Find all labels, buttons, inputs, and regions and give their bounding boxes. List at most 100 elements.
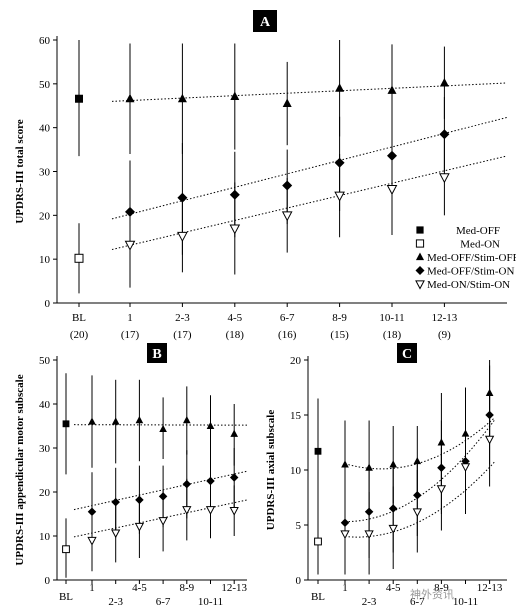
y-tick-label: 10: [290, 465, 302, 477]
triangle-down-open-marker: [229, 224, 241, 235]
square-marker: [416, 226, 424, 234]
x-tick-label: 2-3: [108, 596, 123, 608]
diamond-marker: [229, 189, 240, 200]
x-tick-n-label: (17): [121, 329, 140, 341]
y-tick-label: 40: [39, 123, 51, 135]
triangle-down-open-marker: [484, 435, 495, 445]
triangle-up-marker: [387, 85, 397, 94]
triangle-up-marker: [437, 438, 446, 446]
diamond-marker: [125, 206, 135, 217]
y-tick-label: 0: [45, 298, 51, 310]
diamond-marker: [415, 266, 425, 275]
chart-panel-c: C 0 5 10 15 20 UPDRS-III axial subscale BL 1 2-3 4…: [265, 343, 507, 608]
triangle-down-open-marker: [229, 507, 239, 516]
x-tick-label: 4-5: [132, 582, 147, 594]
x-tick-n-label: (15): [330, 329, 349, 341]
square-marker: [62, 420, 70, 428]
x-tick-label: 10-11: [379, 312, 404, 324]
x-tick-label: 12-13: [477, 582, 503, 594]
diamond-marker: [229, 473, 239, 482]
triangle-up-marker: [413, 456, 422, 465]
x-tick-label: 8-9: [179, 582, 194, 594]
x-tick-label: 2-3: [175, 312, 190, 324]
y-tick-label: 50: [39, 79, 51, 91]
triangle-up-marker: [159, 424, 167, 433]
diamond-marker: [340, 518, 350, 528]
y-tick-label: 40: [39, 399, 51, 411]
x-tick-label: 4-5: [386, 582, 401, 594]
triangle-up-marker: [230, 429, 239, 437]
y-tick-label: 20: [39, 210, 51, 222]
y-tick-label: 5: [296, 520, 302, 532]
diamond-marker: [87, 507, 97, 517]
y-tick-label: 30: [39, 443, 51, 455]
triangle-up-marker: [230, 91, 240, 101]
x-tick-label: 4-5: [227, 312, 242, 324]
panel-label-box: [253, 10, 277, 32]
diamond-marker: [388, 504, 398, 513]
x-tick-label: 12-13: [221, 582, 247, 594]
y-tick-label: 50: [39, 355, 51, 367]
chart-panel-a: A 0 10 20 30 40 50 60 UPDRS-III total score BL (20…: [14, 10, 516, 341]
x-tick-label: 10-11: [453, 596, 478, 608]
triangle-down-open-marker: [436, 485, 447, 495]
y-tick-label: 10: [39, 254, 51, 266]
diamond-marker: [282, 180, 293, 191]
diamond-marker: [437, 463, 446, 473]
diamond-marker: [135, 495, 144, 505]
triangle-down-open-marker: [439, 173, 450, 184]
square-marker: [75, 94, 83, 103]
triangle-up-marker: [111, 417, 120, 425]
y-axis-title: UPDRS-III appendicular motor subscale: [14, 374, 26, 565]
triangle-down-open-marker: [205, 506, 216, 515]
triangle-down-open-marker: [340, 530, 350, 540]
trend-curve: [344, 417, 495, 470]
triangle-down-open-marker: [388, 524, 398, 534]
diamond-marker: [439, 129, 450, 140]
triangle-down-open-marker: [177, 231, 188, 243]
y-tick-label: 15: [290, 410, 302, 422]
triangle-up-marker: [177, 93, 187, 103]
triangle-down-open-marker: [386, 185, 398, 196]
triangle-down-open-marker: [412, 508, 422, 518]
y-tick-label: 10: [39, 531, 51, 543]
diamond-marker: [413, 491, 422, 500]
legend-label: Med-OFF/Stim-OFF: [427, 252, 516, 264]
diamond-marker: [177, 192, 188, 203]
diamond-marker: [334, 157, 345, 168]
x-tick-label: BL: [72, 312, 86, 324]
triangle-up-marker: [485, 388, 494, 396]
x-tick-label: 8-9: [434, 582, 449, 594]
triangle-down-open-marker: [460, 463, 471, 473]
triangle-up-marker: [206, 421, 215, 429]
triangle-up-marker: [335, 83, 345, 92]
triangle-up-marker: [135, 416, 144, 424]
y-tick-label: 30: [39, 167, 51, 179]
trend-curve: [344, 419, 495, 523]
triangle-down-open-marker: [281, 211, 293, 222]
triangle-down-open-marker: [111, 529, 121, 539]
x-tick-n-label: (20): [70, 329, 89, 341]
y-tick-label: 60: [39, 35, 51, 47]
triangle-up-marker: [341, 460, 349, 468]
triangle-down-open-marker: [182, 506, 192, 515]
square-marker: [314, 447, 322, 455]
triangle-down-open-marker: [415, 280, 425, 290]
x-tick-label: 1: [342, 582, 348, 594]
x-tick-n-label: (9): [438, 329, 451, 341]
square-open-marker: [74, 253, 84, 263]
triangle-up-marker: [415, 252, 425, 261]
x-tick-label: 1: [89, 582, 95, 594]
triangle-up-marker: [88, 417, 96, 425]
legend-label: Med-ON/Stim-ON: [427, 279, 510, 291]
triangle-up-marker: [461, 429, 470, 437]
panel-label: A: [260, 15, 271, 30]
trend-line: [73, 470, 248, 511]
legend-label: Med-OFF/Stim-ON: [427, 266, 514, 278]
triangle-down-open-marker: [124, 240, 136, 251]
triangle-up-marker: [182, 416, 191, 424]
triangle-down-open-marker: [158, 517, 168, 526]
square-open-marker: [314, 537, 322, 546]
